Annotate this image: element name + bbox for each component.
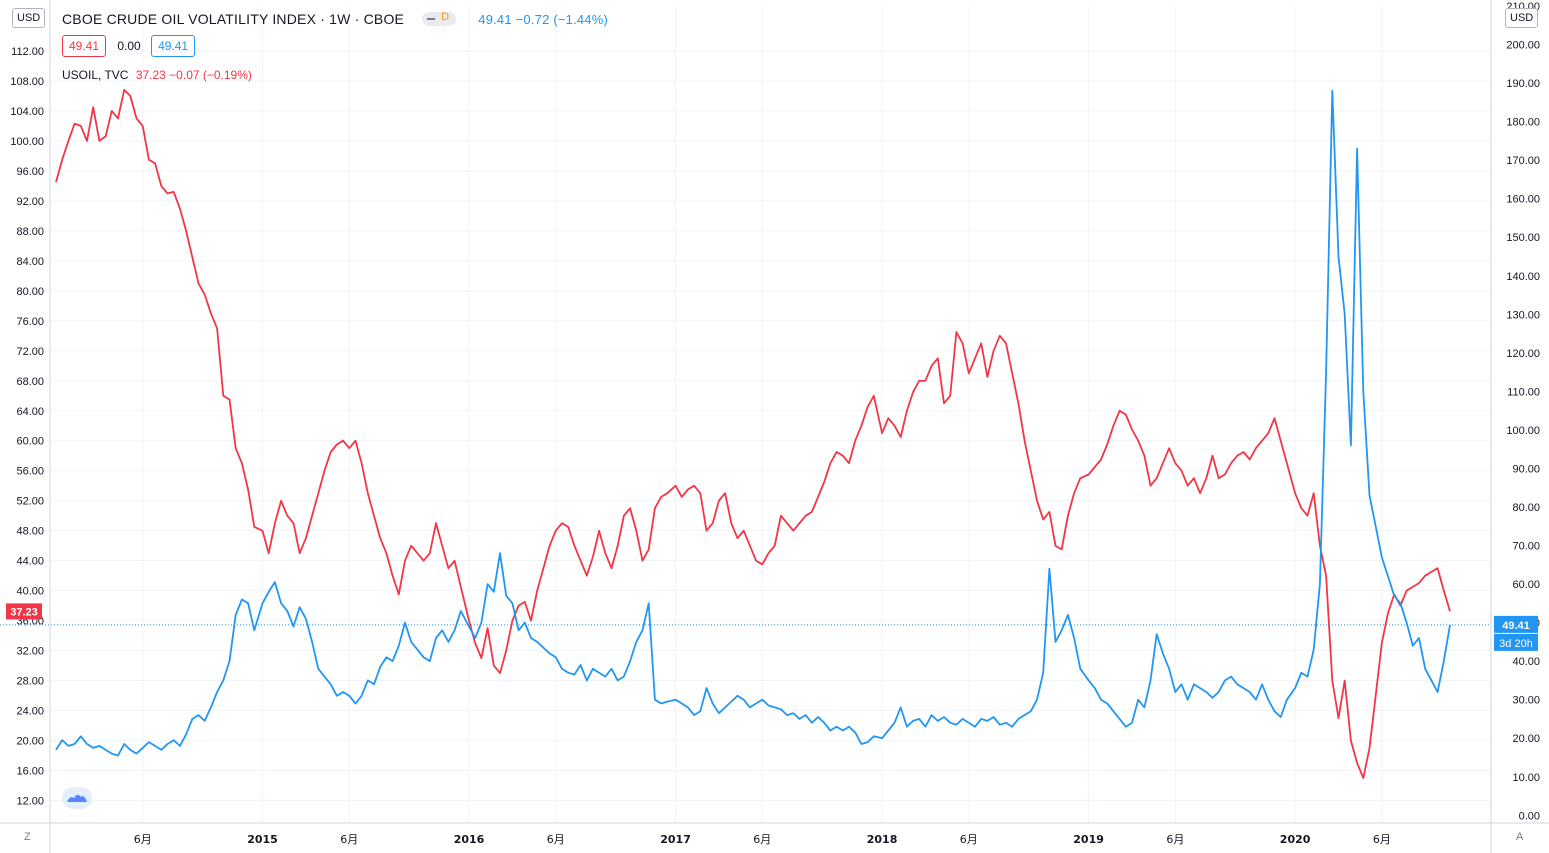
left-tick-label: 76.00 bbox=[16, 316, 44, 328]
right-tick-label: 150.00 bbox=[1506, 232, 1540, 244]
usoil-legend[interactable]: USOIL, TVC 37.23 −0.07 (−0.19%) bbox=[62, 68, 252, 82]
right-tick-label: 180.00 bbox=[1506, 117, 1540, 129]
left-tick-label: 108.00 bbox=[10, 76, 44, 88]
countdown-tag bbox=[1494, 633, 1538, 651]
right-tick-label: 70.00 bbox=[1512, 541, 1540, 553]
left-tick-label: 112.00 bbox=[11, 46, 44, 58]
countdown-tag-text: 3d 20h bbox=[1499, 638, 1533, 650]
time-axis[interactable]: 6月 2015 6月 2016 6月 2017 6月 2018 6月 2019 6月 2020 6月 bbox=[134, 833, 1391, 846]
right-tick-label: 160.00 bbox=[1506, 194, 1540, 206]
left-currency-label[interactable]: USD bbox=[12, 8, 46, 28]
tradingview-logo-icon[interactable] bbox=[62, 787, 92, 809]
right-tick-label: 190.00 bbox=[1506, 78, 1540, 90]
right-tick-label: 90.00 bbox=[1512, 463, 1540, 475]
left-tick-label: 92.00 bbox=[16, 196, 44, 208]
value-box-blue: 49.41 bbox=[151, 35, 196, 57]
left-tick-label: 16.00 bbox=[16, 766, 44, 778]
month-tick-label: 6月 bbox=[547, 833, 565, 846]
auto-scale-button[interactable]: A bbox=[1516, 831, 1524, 843]
zoom-reset-button[interactable]: Z bbox=[24, 831, 31, 843]
last-price-tags: 37.23 49.41 3d 20h bbox=[6, 603, 1538, 651]
right-tick-label: 60.00 bbox=[1512, 579, 1540, 591]
year-tick-label: 2019 bbox=[1073, 833, 1104, 846]
series-title: CBOE CRUDE OIL VOLATILITY INDEX · 1W · C… bbox=[62, 11, 405, 27]
left-price-axis[interactable]: 112.00 108.00 104.00 100.00 96.00 92.00 88.00 8… bbox=[10, 46, 44, 808]
left-tick-label: 48.00 bbox=[16, 526, 44, 538]
ovx-price-tag bbox=[1494, 615, 1538, 633]
month-tick-label: 6月 bbox=[960, 833, 978, 846]
left-tick-label: 56.00 bbox=[16, 466, 44, 478]
d-badge: D bbox=[441, 11, 450, 23]
right-price-axis[interactable]: 210.00200.00190.00180.00170.00160.00150.… bbox=[1506, 1, 1540, 822]
usoil-price-tag-text: 37.23 bbox=[10, 606, 38, 618]
ovx-series-line bbox=[55, 89, 1451, 757]
right-tick-label: 140.00 bbox=[1506, 271, 1540, 283]
month-tick-label: 6月 bbox=[753, 833, 771, 846]
left-tick-label: 84.00 bbox=[16, 256, 44, 268]
right-currency-label[interactable]: USD bbox=[1505, 8, 1539, 28]
year-tick-label: 2015 bbox=[247, 833, 278, 846]
zero-value: 0.00 bbox=[117, 39, 141, 53]
left-tick-label: 88.00 bbox=[16, 226, 44, 238]
left-tick-label: 80.00 bbox=[16, 286, 44, 298]
right-tick-label: 110.00 bbox=[1507, 386, 1540, 398]
left-tick-label: 28.00 bbox=[16, 676, 44, 688]
month-tick-label: 6月 bbox=[1166, 833, 1184, 846]
data-mode-toggle[interactable]: D bbox=[422, 11, 457, 26]
left-tick-label: 72.00 bbox=[16, 346, 44, 358]
right-tick-label: 100.00 bbox=[1506, 425, 1540, 437]
right-tick-label: 130.00 bbox=[1506, 309, 1540, 321]
main-series-legend[interactable]: CBOE CRUDE OIL VOLATILITY INDEX · 1W · C… bbox=[62, 11, 608, 27]
left-tick-label: 24.00 bbox=[16, 706, 44, 718]
month-tick-label: 6月 bbox=[1373, 833, 1391, 846]
right-tick-label: 0.00 bbox=[1519, 810, 1540, 822]
left-tick-label: 68.00 bbox=[16, 376, 44, 388]
last-change-values: 49.41 −0.72 (−1.44%) bbox=[478, 12, 609, 27]
right-tick-label: 40.00 bbox=[1512, 656, 1540, 668]
left-tick-label: 96.00 bbox=[16, 166, 44, 178]
year-tick-label: 2018 bbox=[867, 833, 898, 846]
left-tick-label: 32.00 bbox=[16, 646, 44, 658]
usoil-price-tag bbox=[6, 603, 42, 620]
left-tick-label: 64.00 bbox=[16, 406, 44, 418]
right-tick-label: 120.00 bbox=[1506, 348, 1540, 360]
left-tick-label: 20.00 bbox=[16, 736, 44, 748]
usoil-label: USOIL, TVC bbox=[62, 68, 129, 82]
usoil-values: 37.23 −0.07 (−0.19%) bbox=[135, 68, 252, 82]
minus-icon bbox=[427, 18, 436, 20]
left-tick-label: 44.00 bbox=[16, 556, 44, 568]
right-tick-label: 80.00 bbox=[1512, 502, 1540, 514]
right-tick-label: 30.00 bbox=[1512, 695, 1540, 707]
right-tick-label: 20.00 bbox=[1512, 733, 1540, 745]
right-tick-label: 10.00 bbox=[1512, 772, 1540, 784]
left-tick-label: 12.00 bbox=[16, 796, 44, 808]
right-tick-label: 170.00 bbox=[1506, 155, 1540, 167]
left-tick-label: 52.00 bbox=[16, 496, 44, 508]
left-tick-label: 104.00 bbox=[10, 106, 44, 118]
year-tick-label: 2020 bbox=[1280, 833, 1311, 846]
grid bbox=[50, 6, 1491, 823]
right-tick-label: 200.00 bbox=[1506, 40, 1540, 52]
year-tick-label: 2016 bbox=[454, 833, 485, 846]
left-tick-label: 100.00 bbox=[10, 136, 44, 148]
usoil-series-line bbox=[55, 89, 1451, 779]
left-tick-label: 60.00 bbox=[16, 436, 44, 448]
ohlc-values: 49.41 0.00 49.41 bbox=[62, 35, 196, 57]
month-tick-label: 6月 bbox=[340, 833, 358, 846]
value-box-red: 49.41 bbox=[62, 35, 107, 57]
month-tick-label: 6月 bbox=[134, 833, 152, 846]
ovx-price-tag-text: 49.41 bbox=[1502, 620, 1530, 632]
year-tick-label: 2017 bbox=[660, 833, 691, 846]
left-tick-label: 40.00 bbox=[16, 586, 44, 598]
